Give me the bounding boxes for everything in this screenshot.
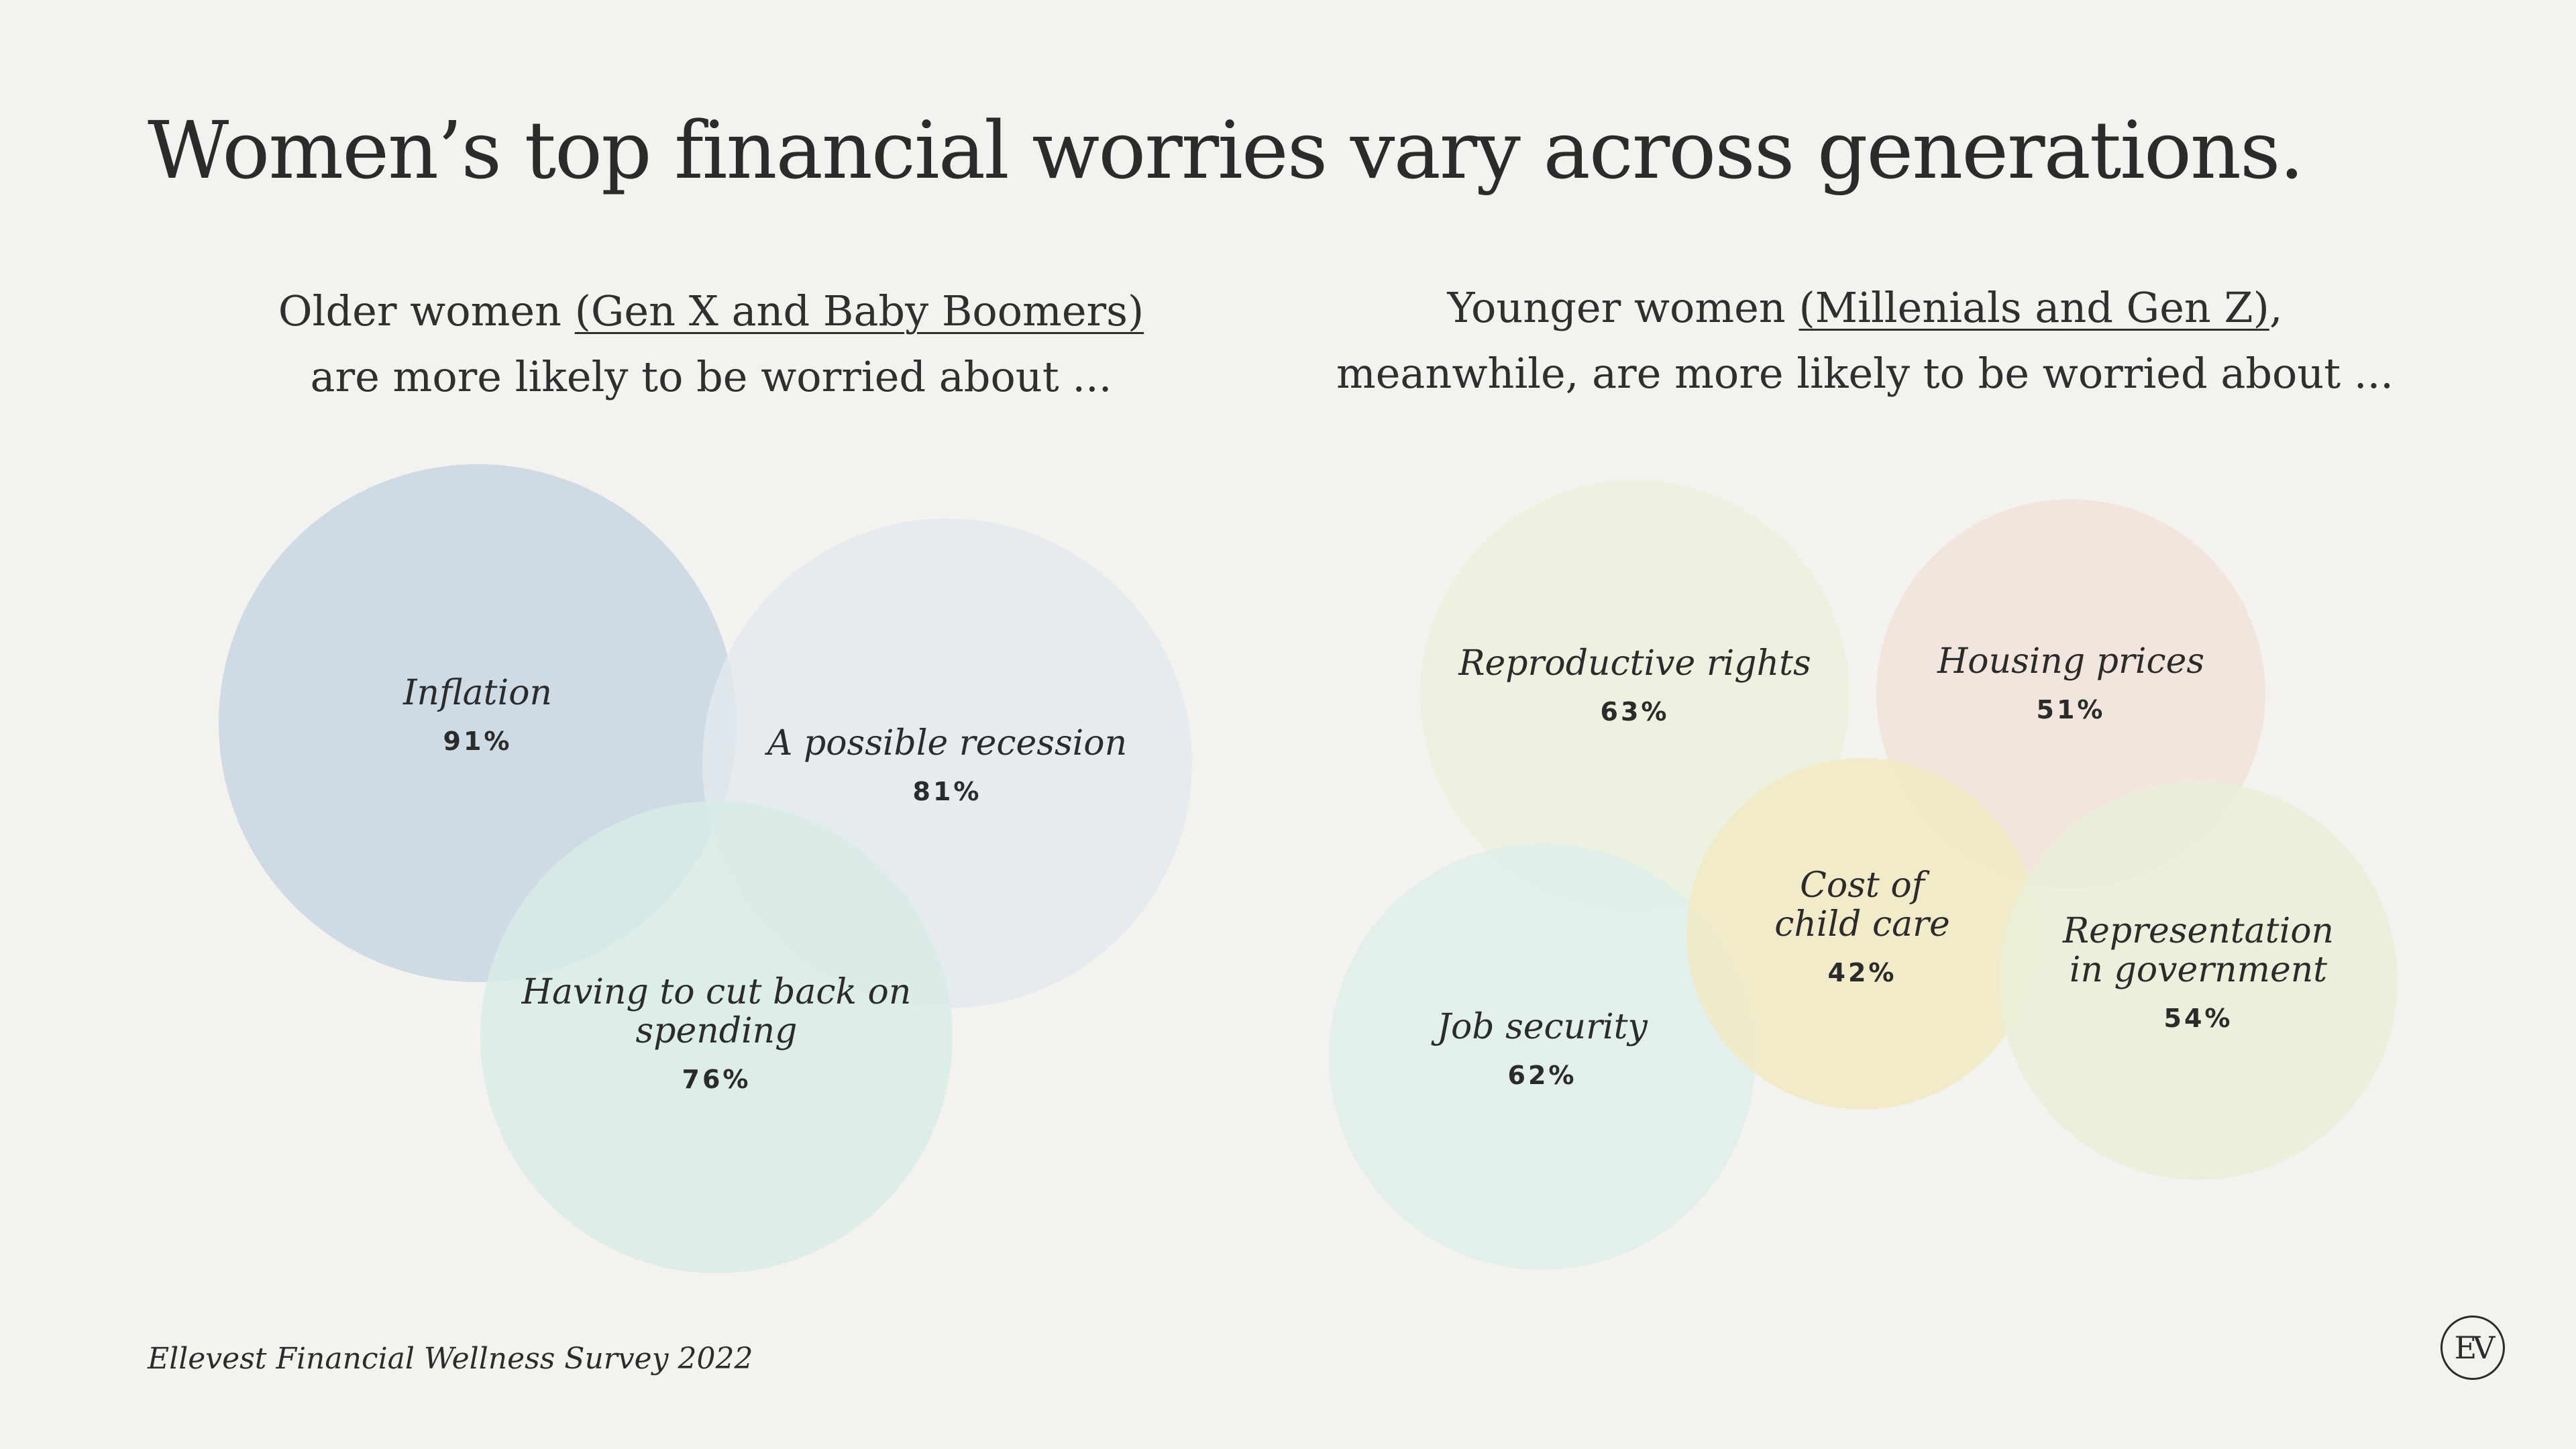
bubble-reproductive-rights bbox=[1420, 480, 1849, 910]
bubble-job-security bbox=[1329, 843, 1756, 1270]
bubble-value-cost-of-child-care: 42% bbox=[1828, 958, 1897, 987]
bubble-having-to-cut-back-on-spending bbox=[480, 801, 953, 1273]
younger-bubble-group: Reproductive rights 63% Housing prices 51% J… bbox=[1329, 480, 2398, 1270]
younger-subhead-post: , bbox=[2269, 283, 2283, 332]
page-title: Women’s top financial worries vary acros… bbox=[148, 104, 2304, 197]
older-subhead-line2: are more likely to be worried about ... bbox=[310, 352, 1112, 401]
bubble-label-cost-of-child-care-line2: child care bbox=[1774, 904, 1949, 945]
bubble-label-housing-prices: Housing prices bbox=[1937, 641, 2204, 682]
bubble-label-having-to-cut-back-on-spending-line2: spending bbox=[636, 1011, 798, 1051]
older-women-subhead: Older women (Gen X and Baby Boomers) are… bbox=[161, 278, 1261, 410]
source-note: Ellevest Financial Wellness Survey 2022 bbox=[148, 1342, 753, 1376]
bubble-value-having-to-cut-back-on-spending: 76% bbox=[682, 1065, 751, 1094]
bubble-value-job-security: 62% bbox=[1508, 1061, 1577, 1090]
bubble-label-reproductive-rights: Reproductive rights bbox=[1458, 643, 1811, 684]
bubble-value-reproductive-rights: 63% bbox=[1601, 697, 1670, 727]
bubble-value-inflation: 91% bbox=[443, 727, 513, 756]
bubble-representation-in-government bbox=[1999, 782, 2398, 1180]
ellevest-logo: EV bbox=[2440, 1316, 2505, 1380]
older-subhead-pre: Older women bbox=[278, 286, 575, 335]
younger-subhead-pre: Younger women bbox=[1447, 283, 1799, 332]
bubble-label-having-to-cut-back-on-spending-line1: Having to cut back on bbox=[521, 972, 912, 1012]
bubble-value-housing-prices: 51% bbox=[2037, 695, 2106, 724]
younger-subhead-group: (Millenials and Gen Z) bbox=[1799, 283, 2269, 332]
older-subhead-group: (Gen X and Baby Boomers) bbox=[574, 286, 1144, 335]
younger-subhead-line2: meanwhile, are more likely to be worried… bbox=[1336, 349, 2394, 398]
bubble-label-representation-in-government-line2: in government bbox=[2070, 950, 2327, 990]
bubble-value-a-possible-recession: 81% bbox=[913, 777, 982, 806]
bubble-value-representation-in-government: 54% bbox=[2164, 1004, 2233, 1033]
bubble-label-representation-in-government-line1: Representation bbox=[2062, 911, 2334, 951]
bubble-label-job-security: Job security bbox=[1431, 1007, 1648, 1047]
bubble-cost-of-child-care bbox=[1686, 758, 2038, 1110]
bubble-label-inflation: Inflation bbox=[402, 673, 552, 713]
bubble-label-a-possible-recession: A possible recession bbox=[765, 723, 1127, 763]
bubble-label-cost-of-child-care-line1: Cost of bbox=[1800, 865, 1930, 906]
younger-women-subhead: Younger women (Millenials and Gen Z), me… bbox=[1315, 275, 2415, 407]
older-bubble-group: Inflation 91% A possible recession 81% Havin… bbox=[219, 464, 1192, 1273]
